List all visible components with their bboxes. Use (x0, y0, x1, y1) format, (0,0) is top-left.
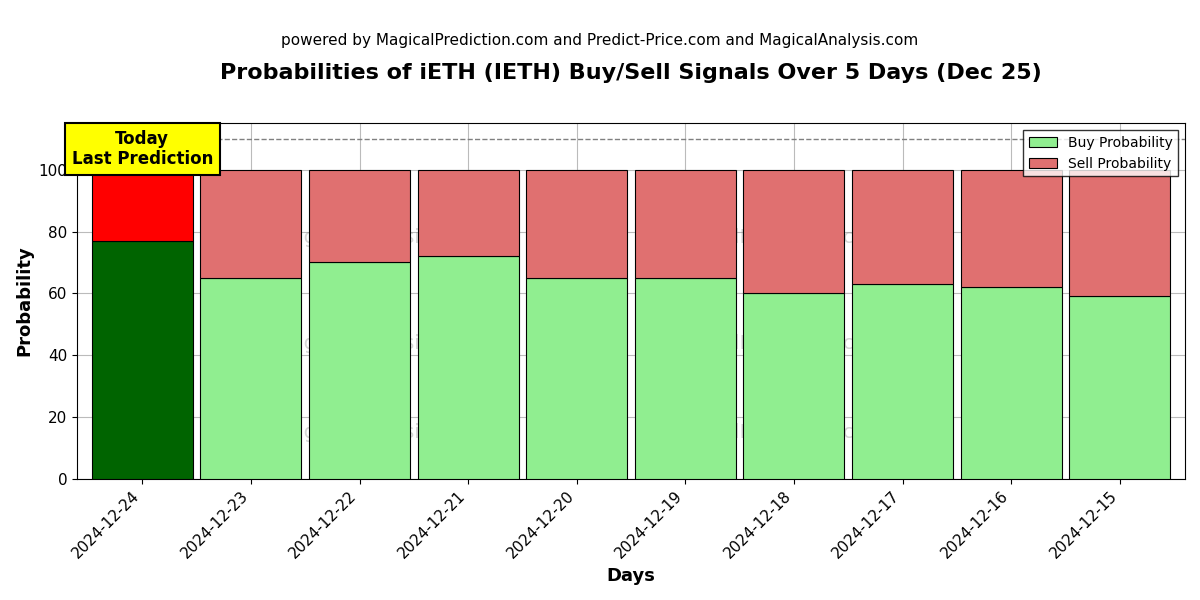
Bar (92, 170, 193, 241)
Bar (852, 170, 953, 284)
Text: powered by MagicalPrediction.com and Predict-Price.com and MagicalAnalysis.com: powered by MagicalPrediction.com and Pre… (281, 33, 919, 48)
Text: MagicalAnalysis.com: MagicalAnalysis.com (275, 423, 478, 442)
Text: Today
Last Prediction: Today Last Prediction (72, 130, 214, 169)
Text: MagicalPrediction.com: MagicalPrediction.com (665, 227, 884, 247)
Text: MagicalAnalysis.com: MagicalAnalysis.com (275, 334, 478, 353)
X-axis label: Days: Days (607, 567, 655, 585)
Bar (310, 170, 410, 262)
Bar (852, 284, 953, 479)
Text: MagicalPrediction.com: MagicalPrediction.com (665, 423, 884, 442)
Y-axis label: Probability: Probability (14, 246, 32, 356)
Bar (418, 170, 518, 256)
Bar (744, 170, 845, 293)
Bar (744, 293, 845, 479)
Bar (310, 262, 410, 479)
Bar (635, 278, 736, 479)
Text: MagicalPrediction.com: MagicalPrediction.com (665, 334, 884, 353)
Bar (200, 278, 301, 479)
Title: Probabilities of iETH (IETH) Buy/Sell Signals Over 5 Days (Dec 25): Probabilities of iETH (IETH) Buy/Sell Si… (221, 63, 1042, 83)
Bar (1069, 170, 1170, 296)
Bar (961, 287, 1062, 479)
Bar (527, 170, 628, 278)
Bar (1069, 296, 1170, 479)
Bar (92, 241, 193, 479)
Bar (635, 170, 736, 278)
Bar (527, 278, 628, 479)
Bar (961, 170, 1062, 287)
Legend: Buy Probability, Sell Probability: Buy Probability, Sell Probability (1024, 130, 1178, 176)
Bar (418, 256, 518, 479)
Text: MagicalAnalysis.com: MagicalAnalysis.com (275, 227, 478, 247)
Bar (200, 170, 301, 278)
